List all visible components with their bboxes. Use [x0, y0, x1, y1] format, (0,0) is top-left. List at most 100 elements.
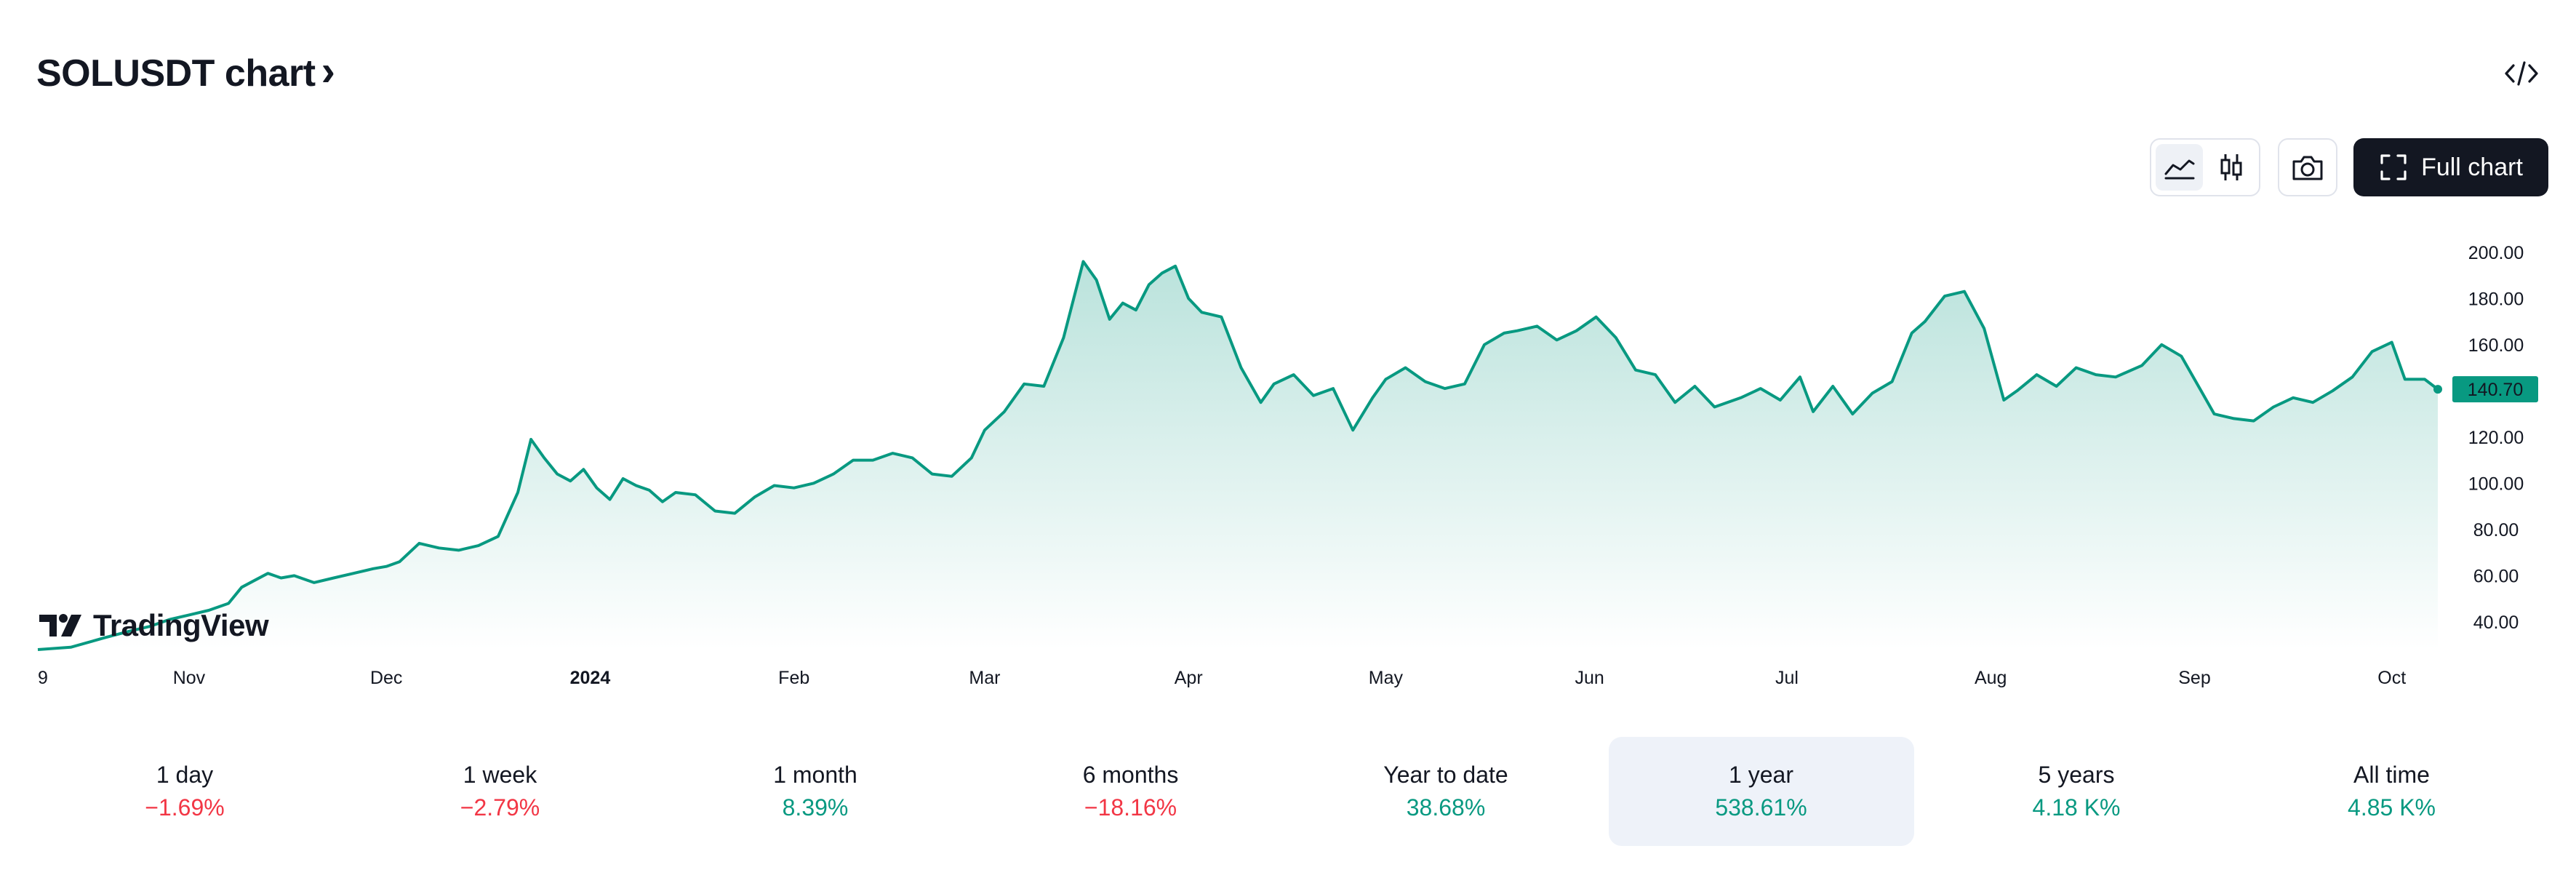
data-point-2024-03-04 — [1003, 410, 1006, 413]
data-point-2024-05-30 — [1575, 330, 1578, 332]
data-point-2024-07-28 — [1963, 290, 1966, 293]
data-point-2023-12-01 — [385, 565, 388, 568]
data-point-2024-04-09 — [1240, 367, 1243, 370]
x-tick-label: Feb — [778, 668, 809, 688]
data-point-2024-08-24 — [2140, 364, 2143, 367]
data-point-2024-10-06 — [2423, 378, 2426, 380]
data-point-2024-01-10 — [648, 489, 651, 492]
data-point-2024-02-04 — [812, 482, 815, 484]
data-point-2024-02-25 — [951, 475, 953, 478]
data-point-2024-08-03 — [2002, 399, 2005, 402]
data-point-2024-03-30 — [1174, 265, 1177, 268]
x-tick-label: Aug — [1975, 668, 2007, 688]
snapshot-button[interactable] — [2278, 138, 2337, 196]
tradingview-logo[interactable]: TradingView — [38, 608, 269, 643]
data-point-2024-04-03 — [1200, 311, 1203, 314]
x-tick-label: Nov — [173, 668, 206, 688]
data-point-2024-09-07 — [2233, 417, 2236, 420]
price-line — [37, 260, 2439, 651]
data-point-2024-05-07 — [1424, 380, 1427, 383]
x-axis: 9 Nov Dec 2024 Feb Mar Apr May Jun Jul Aug Sep Oct — [38, 668, 2406, 688]
data-point-2024-06-17 — [1693, 385, 1696, 388]
data-point-2024-02-28 — [970, 456, 973, 459]
x-tick-label: Apr — [1175, 668, 1203, 688]
data-point-2023-11-26 — [352, 572, 355, 575]
data-point-2024-02-16 — [891, 452, 894, 455]
data-point-2024-03-22 — [1121, 302, 1124, 305]
code-icon[interactable] — [2503, 57, 2540, 90]
price-area — [38, 261, 2438, 650]
y-tick-label: 200.00 — [2468, 243, 2524, 263]
period-1-day[interactable]: 1 day −1.69% — [32, 737, 337, 846]
area-chart-icon — [2164, 159, 2194, 180]
data-point-2023-12-18 — [497, 535, 500, 538]
period-label: 1 year — [1729, 762, 1793, 788]
period-1-month[interactable]: 1 month 8.39% — [663, 737, 968, 846]
page-title[interactable]: SOLUSDT chart › — [36, 47, 335, 95]
period-change: 38.68% — [1406, 794, 1486, 821]
full-chart-button[interactable]: Full chart — [2353, 138, 2548, 196]
data-point-2023-11-15 — [280, 577, 283, 580]
data-point-2024-03-13 — [1062, 336, 1065, 339]
data-point-2024-04-20 — [1312, 394, 1315, 397]
data-point-2023-11-20 — [313, 581, 316, 584]
data-point-2024-03-10 — [1042, 385, 1045, 388]
data-point-2024-03-07 — [1023, 383, 1025, 386]
period-label: 5 years — [2038, 762, 2115, 788]
camera-icon — [2292, 156, 2323, 180]
data-point-2023-12-31 — [582, 468, 585, 471]
x-tick-label: 9 — [38, 668, 48, 688]
data-point-2024-09-19 — [2311, 401, 2314, 404]
chart-style-toggle — [2150, 138, 2260, 196]
data-point-2024-08-27 — [2160, 343, 2163, 346]
period-label: 1 week — [463, 762, 537, 788]
last-price-label: 140.70 — [2468, 380, 2523, 400]
period-label: 1 month — [773, 762, 857, 788]
data-point-2024-07-25 — [1943, 295, 1946, 298]
data-point-2024-07-05 — [1812, 410, 1815, 413]
data-point-2024-09-25 — [2351, 375, 2353, 378]
period-5-years[interactable]: 5 years 4.18 K% — [1924, 737, 2229, 846]
period-year-to-date[interactable]: Year to date 38.68% — [1293, 737, 1599, 846]
period-6-months[interactable]: 6 months −18.16% — [978, 737, 1284, 846]
fullscreen-icon — [2380, 154, 2407, 180]
data-point-2024-04-06 — [1220, 316, 1223, 319]
data-point-2023-12-06 — [417, 542, 420, 545]
data-point-2024-07-17 — [1891, 380, 1894, 383]
period-1-year[interactable]: 1 year 538.61% — [1608, 737, 1914, 846]
x-tick-label: May — [1369, 668, 1404, 688]
period-label: All time — [2353, 762, 2430, 788]
y-axis: 200.00180.00160.00140.00120.00100.0080.0… — [2468, 243, 2524, 633]
candlestick-button[interactable] — [2207, 144, 2255, 191]
data-point-2024-04-17 — [1292, 373, 1295, 376]
data-point-2023-12-25 — [543, 456, 545, 459]
data-point-2024-09-02 — [2200, 389, 2203, 392]
period-change: −18.16% — [1084, 794, 1177, 821]
period-all-time[interactable]: All time 4.85 K% — [2239, 737, 2545, 846]
data-point-2024-03-26 — [1148, 283, 1151, 286]
data-point-2024-03-28 — [1161, 271, 1164, 274]
data-point-2024-08-08 — [2035, 373, 2038, 376]
data-point-2024-05-04 — [1404, 367, 1407, 370]
x-tick-label: Jul — [1775, 668, 1799, 688]
full-chart-label: Full chart — [2421, 153, 2523, 181]
data-point-2024-05-13 — [1463, 383, 1466, 386]
data-point-2024-03-20 — [1108, 318, 1111, 321]
data-point-2024-08-11 — [2055, 385, 2058, 388]
data-point-2024-07-31 — [1983, 327, 1985, 330]
data-point-2024-06-11 — [1654, 373, 1657, 376]
data-point-2024-04-01 — [1187, 297, 1190, 300]
data-point-2023-11-17 — [293, 574, 296, 577]
period-1-week[interactable]: 1 week −2.79% — [348, 737, 653, 846]
x-tick-label: 2024 — [570, 668, 611, 688]
period-label: 6 months — [1082, 762, 1179, 788]
area-chart-button[interactable] — [2156, 144, 2203, 191]
data-point-2024-09-13 — [2272, 406, 2275, 409]
data-point-2024-02-10 — [852, 459, 855, 462]
y-tick-label: 180.00 — [2468, 289, 2524, 309]
data-point-2024-07-20 — [1911, 332, 1913, 335]
data-point-2024-08-17 — [2095, 373, 2097, 376]
data-point-2024-01-17 — [694, 493, 697, 496]
performance-periods: 1 day −1.69% 1 week −2.79% 1 month 8.39%… — [32, 737, 2545, 846]
